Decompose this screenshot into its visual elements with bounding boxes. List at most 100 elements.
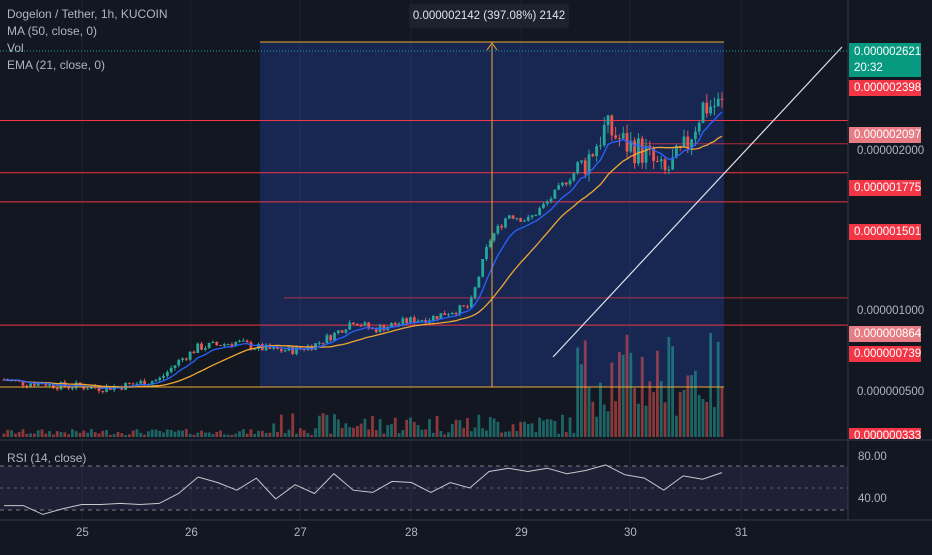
volume-bar bbox=[401, 429, 405, 437]
legend-ema[interactable]: EMA (21, close, 0) bbox=[7, 58, 106, 72]
candle-body bbox=[177, 359, 181, 366]
candle-body bbox=[192, 351, 196, 353]
candle-body bbox=[549, 198, 553, 202]
volume-bar bbox=[606, 411, 610, 437]
candle-body bbox=[595, 146, 599, 157]
volume-bar bbox=[602, 404, 606, 437]
candle-body bbox=[409, 317, 412, 324]
candle-body bbox=[606, 115, 610, 126]
volume-bar bbox=[716, 341, 720, 437]
candle-body bbox=[29, 383, 32, 387]
volume-bar bbox=[633, 388, 637, 437]
candle-body bbox=[564, 182, 568, 185]
volume-bar bbox=[435, 415, 439, 437]
candle-body bbox=[55, 387, 59, 390]
volume-bar bbox=[105, 430, 108, 437]
candle-body bbox=[591, 154, 595, 157]
candle-body bbox=[610, 115, 614, 136]
level-tag: 0.000002097 bbox=[849, 127, 921, 143]
volume-bar bbox=[44, 433, 48, 437]
candle-body bbox=[340, 330, 344, 333]
y-tick-label: 0.000001000 bbox=[857, 305, 925, 317]
volume-bar bbox=[420, 429, 424, 437]
volume-bar bbox=[416, 425, 420, 437]
candle-body bbox=[450, 313, 454, 315]
volume-bar bbox=[116, 432, 120, 437]
volume-bar bbox=[135, 429, 139, 437]
volume-bar bbox=[86, 432, 89, 437]
candle-body bbox=[317, 342, 321, 344]
volume-bar bbox=[29, 433, 32, 437]
rsi-title[interactable]: RSI (14, close) bbox=[7, 451, 87, 465]
volume-bar bbox=[184, 429, 188, 437]
volume-bar bbox=[637, 403, 640, 437]
candle-body bbox=[21, 380, 25, 386]
volume-bar bbox=[127, 434, 131, 437]
volume-bar bbox=[496, 421, 500, 437]
level-tag: 0.000001775 bbox=[849, 180, 921, 196]
volume-bar bbox=[93, 432, 97, 437]
candle-body bbox=[70, 388, 74, 390]
volume-bar bbox=[51, 434, 55, 437]
volume-bar bbox=[268, 432, 272, 437]
candle-body bbox=[374, 328, 378, 333]
level-tag: 0.000000739 bbox=[849, 346, 921, 362]
candle-body bbox=[390, 323, 393, 327]
volume-bar bbox=[276, 431, 279, 437]
candle-body bbox=[355, 323, 359, 326]
candle-body bbox=[515, 218, 519, 220]
candle-body bbox=[500, 225, 504, 228]
volume-bar bbox=[363, 418, 367, 437]
candle-body bbox=[580, 160, 583, 163]
volume-bar bbox=[355, 425, 359, 437]
volume-bar bbox=[530, 423, 534, 437]
volume-bar bbox=[6, 429, 10, 437]
legend-symbol[interactable]: Dogelon / Tether, 1h, KUCOIN bbox=[7, 7, 168, 21]
volume-bar bbox=[583, 340, 587, 437]
candle-body bbox=[561, 182, 564, 186]
volume-bar bbox=[146, 431, 150, 437]
candle-body bbox=[226, 344, 230, 346]
volume-bar bbox=[40, 429, 44, 437]
candle-body bbox=[382, 325, 386, 331]
volume-bar bbox=[124, 434, 127, 437]
volume-bar bbox=[500, 432, 504, 437]
volume-bar bbox=[629, 352, 633, 437]
volume-bar bbox=[291, 413, 295, 437]
volume-bar bbox=[485, 430, 488, 437]
volume-bar bbox=[561, 414, 564, 437]
candle-body bbox=[675, 145, 678, 158]
volume-bar bbox=[621, 354, 625, 437]
candle-body bbox=[63, 382, 67, 387]
candle-body bbox=[614, 135, 618, 139]
candle-body bbox=[169, 367, 173, 372]
volume-bar bbox=[139, 432, 143, 437]
volume-bar bbox=[74, 431, 78, 437]
volume-bar bbox=[488, 417, 492, 437]
volume-bar bbox=[382, 433, 386, 437]
candle-body bbox=[545, 201, 549, 204]
candle-body bbox=[162, 375, 165, 378]
candle-body bbox=[412, 317, 416, 323]
volume-bar bbox=[177, 430, 181, 437]
x-tick-label: 30 bbox=[624, 527, 637, 539]
volume-bar bbox=[523, 421, 526, 437]
candle-body bbox=[234, 341, 238, 347]
legend-vol[interactable]: Vol bbox=[7, 41, 24, 55]
candle-body bbox=[534, 215, 538, 217]
candle-body bbox=[59, 382, 63, 390]
candle-body bbox=[690, 139, 694, 148]
candle-body bbox=[135, 383, 139, 385]
legend-ma[interactable]: MA (50, close, 0) bbox=[7, 24, 98, 38]
candle-body bbox=[165, 371, 169, 376]
trend-line[interactable] bbox=[552, 46, 843, 358]
candle-body bbox=[143, 380, 146, 386]
volume-bar bbox=[78, 432, 82, 437]
volume-bar bbox=[314, 428, 317, 437]
candle-body bbox=[477, 276, 481, 288]
candle-body bbox=[701, 102, 705, 123]
volume-bar bbox=[196, 432, 200, 437]
volume-bar bbox=[405, 419, 409, 437]
